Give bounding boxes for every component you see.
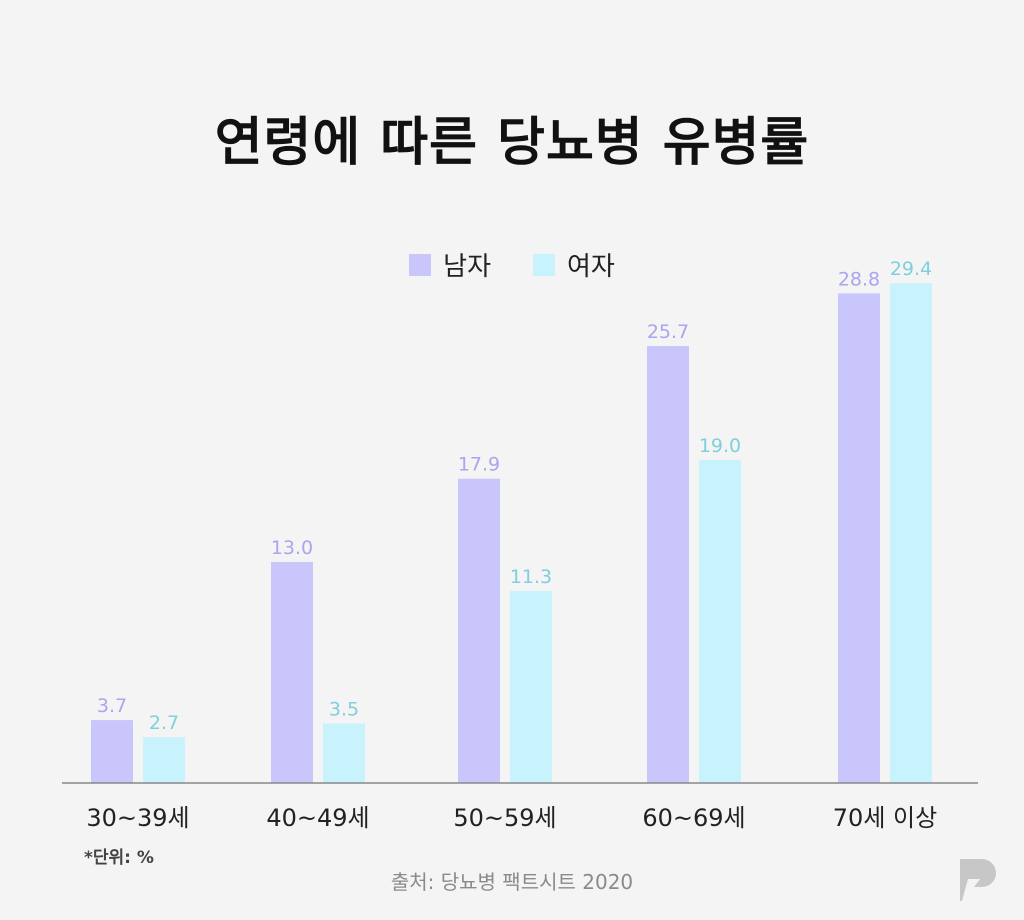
bar-female-4 (890, 283, 932, 783)
legend-label-female: 여자 (567, 252, 615, 282)
legend-item-male: 남자 (409, 246, 491, 283)
value-label-male-0: 3.7 (97, 695, 127, 717)
category-label-0: 30~39세 (86, 804, 189, 832)
category-label-4: 70세 이상 (833, 804, 937, 832)
bar-female-1 (323, 723, 365, 783)
bar-male-1 (271, 562, 313, 783)
pill-bolt-logo-icon (960, 859, 996, 901)
unit-note: *단위: % (84, 848, 154, 868)
value-label-female-0: 2.7 (149, 712, 179, 734)
value-label-male-4: 28.8 (838, 268, 880, 290)
value-label-female-3: 19.0 (699, 435, 741, 457)
bar-male-0 (91, 720, 133, 783)
chart-title: 연령에 따른 당뇨병 유병률 (214, 113, 810, 173)
value-label-male-2: 17.9 (458, 454, 500, 476)
bar-male-3 (647, 346, 689, 783)
value-label-male-1: 13.0 (271, 537, 313, 559)
value-label-female-4: 29.4 (890, 258, 932, 280)
legend-label-male: 남자 (443, 252, 491, 282)
category-label-3: 60~69세 (642, 804, 745, 832)
source-note: 출처: 당뇨병 팩트시트 2020 (390, 870, 634, 894)
bar-male-4 (838, 293, 880, 783)
bar-male-2 (458, 478, 500, 783)
bar-female-2 (510, 590, 552, 783)
legend-swatch-female (533, 253, 555, 276)
bar-female-0 (143, 737, 185, 783)
category-label-2: 50~59세 (453, 804, 556, 832)
legend: 남자 여자 (0, 246, 1024, 283)
bar-female-3 (699, 460, 741, 783)
value-label-male-3: 25.7 (647, 321, 689, 343)
legend-swatch-male (409, 253, 432, 276)
value-label-female-1: 3.5 (329, 699, 359, 721)
category-label-1: 40~49세 (266, 804, 369, 832)
legend-item-female: 여자 (533, 246, 615, 283)
value-label-female-2: 11.3 (510, 566, 552, 588)
